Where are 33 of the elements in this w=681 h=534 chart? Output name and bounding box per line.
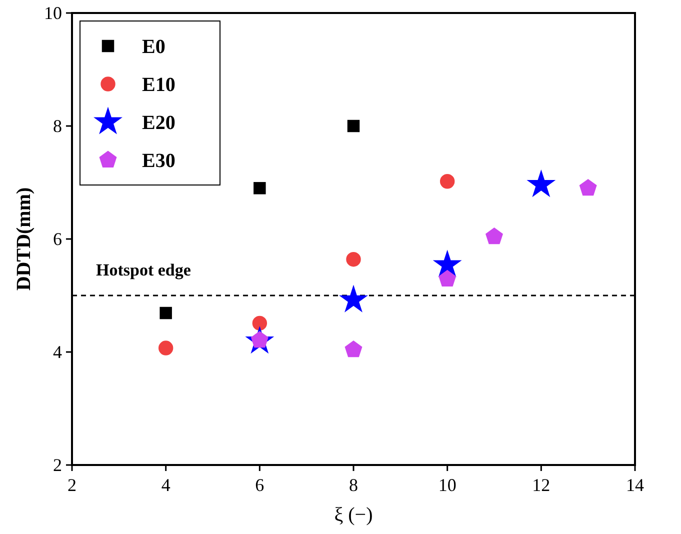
point: [440, 174, 455, 189]
point: [346, 252, 361, 267]
point: [526, 170, 556, 198]
point: [254, 182, 266, 194]
x-tick-label: 14: [626, 475, 644, 495]
point: [160, 306, 172, 320]
legend-label: E10: [142, 74, 176, 96]
y-tick-label: 4: [53, 342, 62, 362]
point: [438, 270, 456, 287]
y-tick-label: 6: [53, 229, 62, 249]
x-tick-label: 8: [349, 475, 358, 495]
x-tick-label: 10: [438, 475, 456, 495]
ref-line-label: Hotspot edge: [96, 260, 192, 280]
x-tick-label: 4: [161, 475, 170, 495]
point: [339, 284, 368, 312]
y-tick-label: 8: [53, 116, 62, 136]
point: [344, 340, 362, 358]
y-tick-label: 2: [53, 455, 62, 475]
legend-label: E30: [142, 150, 176, 172]
x-tick-label: 12: [532, 475, 550, 495]
point: [252, 316, 268, 331]
point: [432, 250, 462, 278]
y-tick-label: 10: [44, 3, 62, 23]
legend-label: E20: [142, 112, 176, 134]
y-axis-title: DDTD(mm): [13, 187, 35, 291]
point: [579, 178, 597, 196]
x-axis-title: ξ (−): [334, 504, 373, 526]
point: [158, 340, 174, 356]
x-tick-label: 6: [255, 475, 264, 495]
point: [486, 228, 503, 244]
legend-label: E0: [142, 36, 166, 58]
x-tick-label: 2: [68, 475, 76, 495]
point: [347, 120, 360, 132]
